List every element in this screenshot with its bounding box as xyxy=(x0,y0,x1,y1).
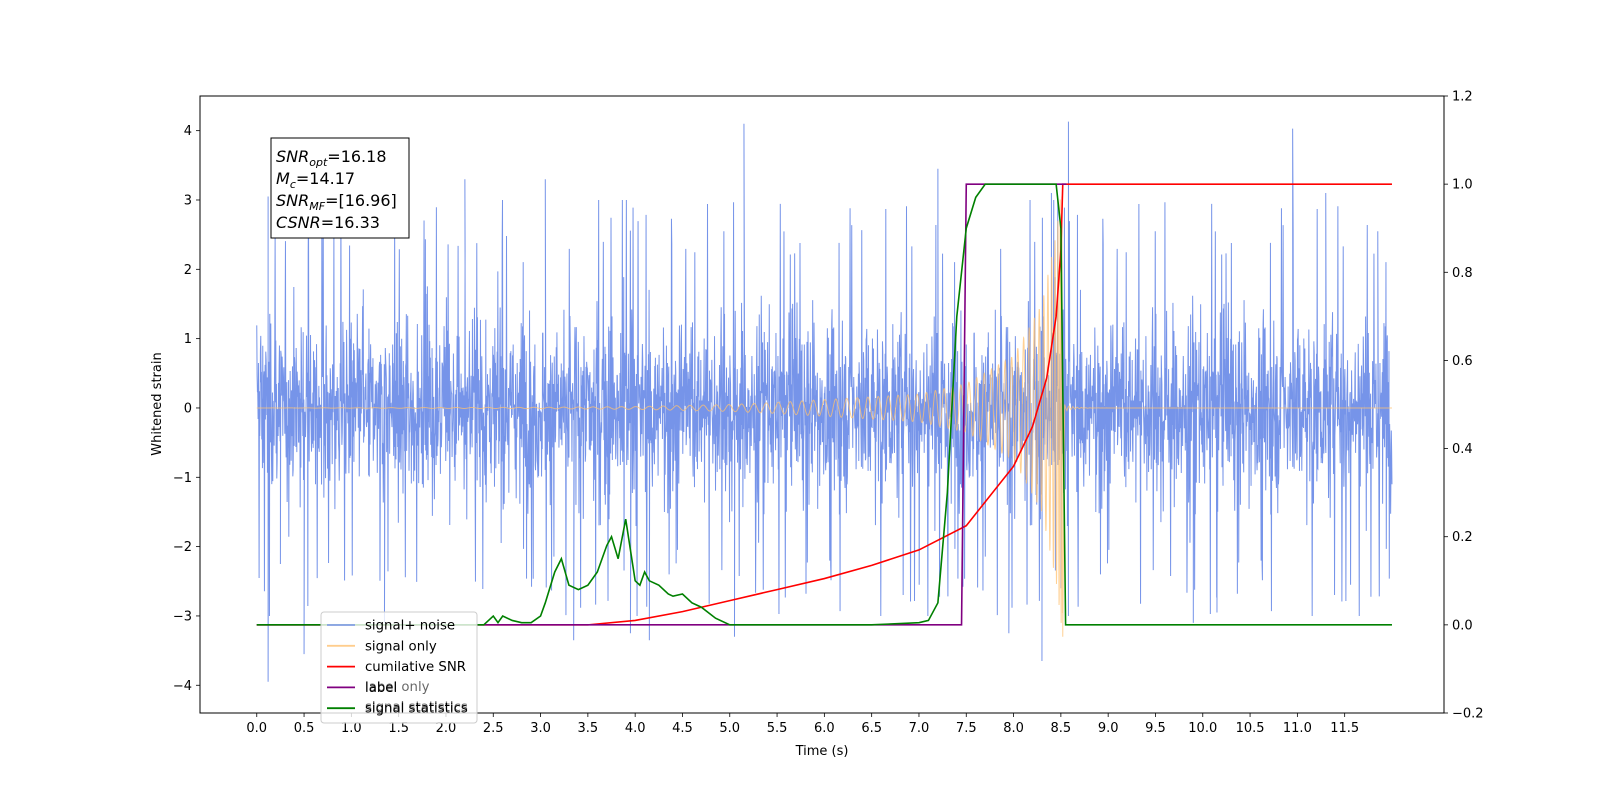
x-tick-label: 3.0 xyxy=(530,721,551,736)
y-right-tick-label: 0.8 xyxy=(1452,266,1473,281)
legend-ghost-text: label only xyxy=(365,680,430,695)
y-right-tick-label: 0.0 xyxy=(1452,618,1473,633)
info-line: CSNR=16.33 xyxy=(276,213,380,232)
x-tick-label: 0.0 xyxy=(246,721,267,736)
x-tick-label: 5.0 xyxy=(719,721,740,736)
legend-frame xyxy=(320,611,478,724)
y-right-tick-label: 1.0 xyxy=(1452,178,1473,193)
x-tick-label: 6.5 xyxy=(861,721,882,736)
legend-label: cumilative SNR xyxy=(365,660,466,675)
x-tick-label: 1.0 xyxy=(341,721,362,736)
y-tick-label: 2 xyxy=(184,263,192,278)
y-right-tick-label: 0.4 xyxy=(1452,442,1473,457)
y-right-axis-ticks: −0.2 0.0 0.2 0.4 0.6 0.8 1.0 1.2 xyxy=(1444,90,1484,722)
x-tick-label: 10.0 xyxy=(1188,721,1217,736)
info-symbol: CSNR xyxy=(276,213,321,232)
legend-label: signal+ noise xyxy=(365,619,455,634)
x-tick-label: 8.0 xyxy=(1003,721,1024,736)
y-right-tick-label: −0.2 xyxy=(1452,707,1484,722)
x-axis-ticks: 0.0 0.5 1.0 1.5 2.0 2.5 3.0 3.5 4.0 4.5 5.0 5.5 6.0 6… xyxy=(246,713,1359,736)
y-tick-label: −4 xyxy=(173,679,192,694)
x-tick-label: 4.5 xyxy=(672,721,693,736)
info-box-frame xyxy=(270,137,410,239)
x-axis-label: Time (s) xyxy=(795,744,849,759)
y-tick-label: −3 xyxy=(173,609,192,624)
legend-label: signal statistics xyxy=(365,702,468,717)
series-label-line xyxy=(256,183,1067,626)
y-tick-label: −1 xyxy=(173,471,192,486)
y-tick-label: 3 xyxy=(184,193,192,208)
x-tick-label: 7.5 xyxy=(956,721,977,736)
y-tick-label: 0 xyxy=(184,401,192,416)
info-symbol: SNR xyxy=(276,191,309,210)
info-symbol: SNR xyxy=(276,147,309,166)
legend: label only signal statistics signal+ noise… xyxy=(320,611,478,724)
x-tick-label: 2.0 xyxy=(436,721,457,736)
legend-ghost-text: signal statistics xyxy=(365,700,468,715)
info-value: =16.33 xyxy=(321,213,380,232)
x-tick-label: 3.5 xyxy=(578,721,599,736)
info-value: =[16.96] xyxy=(325,191,397,210)
legend-label: label xyxy=(365,681,397,696)
info-line: SNRopt=16.18 xyxy=(276,147,387,169)
x-tick-label: 11.0 xyxy=(1283,721,1312,736)
x-tick-label: 2.5 xyxy=(483,721,504,736)
series-signal-only-line xyxy=(256,196,1392,637)
legend-items: label only signal statistics signal+ noise… xyxy=(327,619,468,717)
x-tick-label: 11.5 xyxy=(1330,721,1359,736)
y-tick-label: −2 xyxy=(173,540,192,555)
x-tick-label: 9.5 xyxy=(1145,721,1166,736)
x-tick-label: 8.5 xyxy=(1051,721,1072,736)
x-tick-label: 1.5 xyxy=(388,721,409,736)
legend-label: signal only xyxy=(365,639,437,654)
x-tick-label: 0.5 xyxy=(294,721,315,736)
info-line: SNRMF=[16.96] xyxy=(276,191,397,213)
series-signal-statistics-line xyxy=(256,183,1392,626)
info-box: SNRopt=16.18Mc=14.17SNRMF=[16.96]CSNR=16… xyxy=(270,137,410,239)
plot-frame xyxy=(199,95,1445,714)
y-tick-label: 4 xyxy=(184,124,192,139)
y-right-tick-label: 0.6 xyxy=(1452,354,1473,369)
info-line: Mc=14.17 xyxy=(276,169,355,191)
info-value: =14.17 xyxy=(296,169,355,188)
y-axis-label: Whitened strain xyxy=(150,352,165,455)
y-axis-ticks: −4 −3 −2 −1 0 1 2 3 4 xyxy=(173,124,200,694)
info-lines: SNRopt=16.18Mc=14.17SNRMF=[16.96]CSNR=16… xyxy=(276,147,397,232)
x-tick-label: 7.0 xyxy=(909,721,930,736)
info-subscript: c xyxy=(290,178,296,191)
info-value: =16.18 xyxy=(327,147,386,166)
x-tick-label: 5.5 xyxy=(767,721,788,736)
info-subscript: opt xyxy=(309,156,328,169)
x-tick-label: 4.0 xyxy=(625,721,646,736)
x-tick-label: 10.5 xyxy=(1236,721,1265,736)
series-signal-noise-line xyxy=(256,121,1393,682)
y-tick-label: 1 xyxy=(184,332,192,347)
info-symbol: M xyxy=(276,169,290,188)
series-cumulative-snr-line xyxy=(256,183,1392,626)
y-right-tick-label: 0.2 xyxy=(1452,530,1473,545)
y-right-tick-label: 1.2 xyxy=(1452,90,1473,105)
series-layer xyxy=(256,121,1393,682)
info-subscript: MF xyxy=(309,200,325,213)
x-tick-label: 9.0 xyxy=(1098,721,1119,736)
x-tick-label: 6.0 xyxy=(814,721,835,736)
